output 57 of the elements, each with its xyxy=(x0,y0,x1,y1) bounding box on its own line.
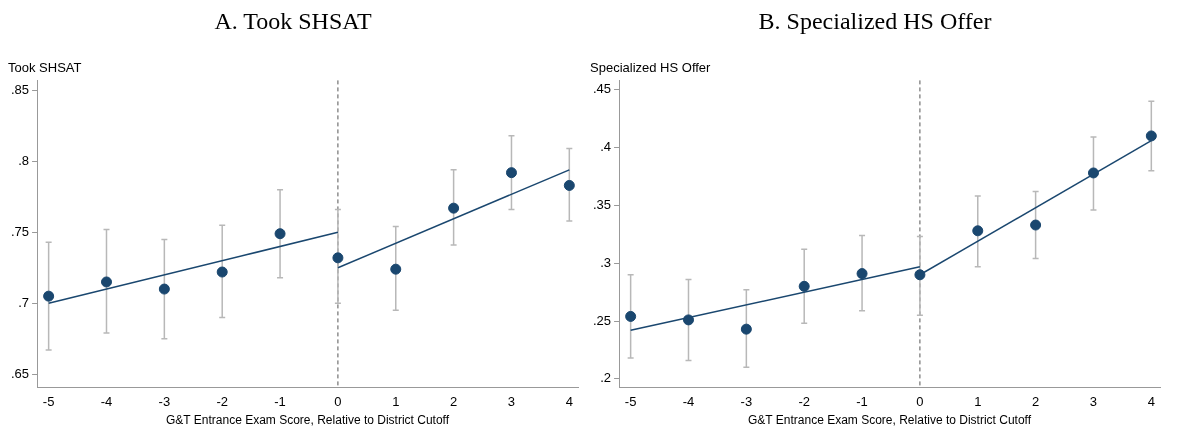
y-tick-label: .3 xyxy=(600,254,612,270)
point xyxy=(1087,167,1099,179)
x-tick-label: 1 xyxy=(392,394,400,410)
x-tick-label: 4 xyxy=(1147,394,1155,410)
y-tick-label: .65 xyxy=(10,365,30,381)
x-axis-title: G&T Entrance Exam Score, Relative to District Cutoff xyxy=(166,413,450,428)
y-tick-label: .85 xyxy=(10,81,30,97)
y-axis-title: Took SHSAT xyxy=(8,60,82,76)
x-tick-label: -3 xyxy=(740,394,753,410)
x-tick-label: -5 xyxy=(42,394,55,410)
x-tick-label: -3 xyxy=(158,394,171,410)
point xyxy=(740,323,752,335)
y-tick-label: .2 xyxy=(600,370,612,386)
point xyxy=(448,202,460,214)
y-tick-label: .75 xyxy=(10,223,30,239)
point xyxy=(158,283,170,295)
x-tick-label: 1 xyxy=(974,394,982,410)
x-tick-label: 3 xyxy=(1089,394,1098,410)
x-tick-label: 3 xyxy=(507,394,516,410)
point xyxy=(1030,219,1042,231)
x-tick-label: -4 xyxy=(682,394,695,410)
point xyxy=(43,290,55,302)
x-tick-label: 2 xyxy=(450,394,458,410)
y-tick-label: .45 xyxy=(592,81,612,97)
x-tick-label: -1 xyxy=(274,394,286,410)
y-tick-label: .7 xyxy=(18,294,30,310)
x-tick-label: 2 xyxy=(1032,394,1040,410)
point xyxy=(101,276,112,288)
y-tick-label: .35 xyxy=(592,196,612,212)
x-tick-label: -4 xyxy=(100,394,113,410)
chart-title: B. Specialized HS Offer xyxy=(758,7,992,34)
point xyxy=(856,268,868,280)
chart-title: A. Took SHSAT xyxy=(214,7,372,34)
y-tick-label: .8 xyxy=(18,152,30,168)
point xyxy=(625,310,637,322)
point xyxy=(332,252,344,264)
x-axis-title: G&T Entrance Exam Score, Relative to District Cutoff xyxy=(748,413,1032,428)
x-tick-label: 4 xyxy=(565,394,573,410)
x-tick-label: -2 xyxy=(216,394,228,410)
point xyxy=(914,269,926,281)
y-tick-label: .4 xyxy=(600,139,612,155)
point xyxy=(274,228,286,240)
y-tick-label: .25 xyxy=(592,312,612,328)
point xyxy=(390,263,402,275)
x-tick-label: 0 xyxy=(916,394,924,410)
point xyxy=(505,167,517,179)
x-tick-label: -5 xyxy=(624,394,637,410)
point xyxy=(798,280,810,292)
x-tick-label: -2 xyxy=(798,394,810,410)
x-tick-label: 0 xyxy=(334,394,342,410)
point xyxy=(216,266,228,278)
point xyxy=(683,314,694,326)
point xyxy=(972,225,984,237)
point xyxy=(1145,130,1157,142)
y-axis-title: Specialized HS Offer xyxy=(590,60,712,76)
x-tick-label: -1 xyxy=(856,394,868,410)
point xyxy=(563,179,575,191)
